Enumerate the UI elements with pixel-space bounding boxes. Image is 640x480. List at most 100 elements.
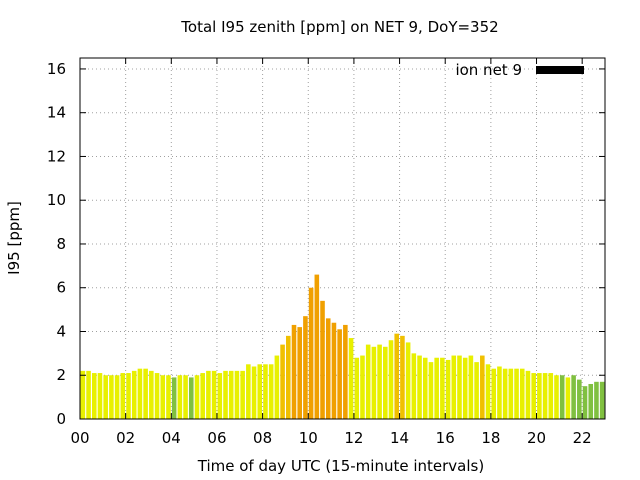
bar bbox=[537, 373, 542, 419]
bar bbox=[257, 364, 263, 419]
bar bbox=[542, 373, 548, 419]
bar bbox=[348, 338, 354, 419]
x-tick-label: 02 bbox=[116, 429, 135, 447]
bar bbox=[86, 370, 91, 419]
bar bbox=[80, 370, 86, 419]
bar bbox=[599, 381, 605, 419]
bar bbox=[97, 373, 103, 419]
bar bbox=[565, 377, 571, 419]
x-tick-label: 08 bbox=[253, 429, 272, 447]
bar bbox=[405, 342, 411, 419]
bar bbox=[354, 357, 360, 419]
y-axis-ticks: 0 2 4 6 8 10 12 14 16 bbox=[47, 60, 605, 428]
bar bbox=[120, 373, 126, 419]
y-tick-label: 4 bbox=[56, 322, 66, 340]
bar bbox=[462, 357, 468, 419]
bar bbox=[103, 375, 108, 419]
x-tick-label: 22 bbox=[573, 429, 592, 447]
bar bbox=[183, 375, 188, 419]
bar bbox=[109, 375, 114, 419]
bar bbox=[137, 368, 143, 419]
y-tick-label: 16 bbox=[47, 60, 66, 78]
bar bbox=[240, 370, 245, 419]
y-axis-title: I95 [ppm] bbox=[5, 201, 23, 275]
x-axis-title: Time of day UTC (15-minute intervals) bbox=[197, 457, 484, 475]
bar bbox=[400, 335, 405, 419]
bar bbox=[291, 324, 297, 419]
x-tick-label: 20 bbox=[527, 429, 546, 447]
bar bbox=[428, 362, 434, 419]
bar bbox=[126, 373, 131, 419]
bar bbox=[519, 368, 525, 419]
bar bbox=[588, 383, 594, 419]
bar bbox=[377, 344, 382, 419]
bar bbox=[246, 364, 251, 419]
legend-swatch bbox=[536, 66, 584, 74]
bar bbox=[440, 357, 445, 419]
x-tick-label: 00 bbox=[70, 429, 89, 447]
bar bbox=[594, 381, 599, 419]
x-tick-label: 12 bbox=[344, 429, 363, 447]
y-tick-label: 10 bbox=[47, 191, 66, 209]
bar bbox=[360, 355, 365, 419]
bar-series bbox=[80, 274, 605, 419]
bar bbox=[325, 318, 331, 419]
bar bbox=[166, 375, 171, 419]
bar bbox=[143, 368, 148, 419]
bar bbox=[194, 375, 200, 419]
bar bbox=[131, 370, 137, 419]
bar bbox=[582, 386, 588, 419]
x-tick-label: 10 bbox=[299, 429, 318, 447]
bar bbox=[223, 370, 228, 419]
bar bbox=[268, 364, 274, 419]
bar bbox=[474, 362, 479, 419]
bar bbox=[365, 344, 371, 419]
bar bbox=[394, 333, 399, 419]
bar bbox=[514, 368, 519, 419]
x-tick-label: 04 bbox=[162, 429, 181, 447]
bar bbox=[337, 329, 342, 419]
x-tick-label: 14 bbox=[390, 429, 409, 447]
bar bbox=[211, 370, 217, 419]
bar bbox=[263, 364, 268, 419]
bar bbox=[280, 344, 285, 419]
chart-title: Total I95 zenith [ppm] on NET 9, DoY=352 bbox=[180, 18, 498, 36]
bar bbox=[508, 368, 514, 419]
bar bbox=[331, 322, 337, 419]
bar bbox=[343, 324, 348, 419]
bar bbox=[554, 375, 559, 419]
bar bbox=[286, 335, 291, 419]
bar bbox=[457, 355, 462, 419]
bar bbox=[314, 274, 320, 419]
bar bbox=[228, 370, 234, 419]
bar bbox=[149, 370, 154, 419]
bar bbox=[188, 377, 194, 419]
bar bbox=[451, 355, 457, 419]
bar bbox=[371, 346, 377, 419]
bar bbox=[274, 355, 280, 419]
bar bbox=[171, 377, 177, 419]
bar bbox=[577, 379, 582, 419]
bar bbox=[154, 373, 160, 419]
bar bbox=[480, 355, 485, 419]
bar bbox=[206, 370, 211, 419]
legend: ion net 9 bbox=[455, 61, 584, 79]
y-tick-label: 8 bbox=[56, 235, 66, 253]
bar bbox=[91, 373, 97, 419]
bar bbox=[234, 370, 240, 419]
bar bbox=[571, 375, 576, 419]
bar bbox=[383, 346, 388, 419]
bar bbox=[525, 370, 531, 419]
bar bbox=[531, 373, 536, 419]
bar bbox=[548, 373, 554, 419]
bar bbox=[114, 375, 120, 419]
bar bbox=[217, 373, 223, 419]
bar bbox=[497, 366, 502, 419]
bar bbox=[417, 355, 422, 419]
bar bbox=[251, 366, 257, 419]
bar bbox=[445, 359, 451, 419]
bar bbox=[422, 357, 428, 419]
bar bbox=[160, 375, 166, 419]
bar bbox=[485, 364, 491, 419]
